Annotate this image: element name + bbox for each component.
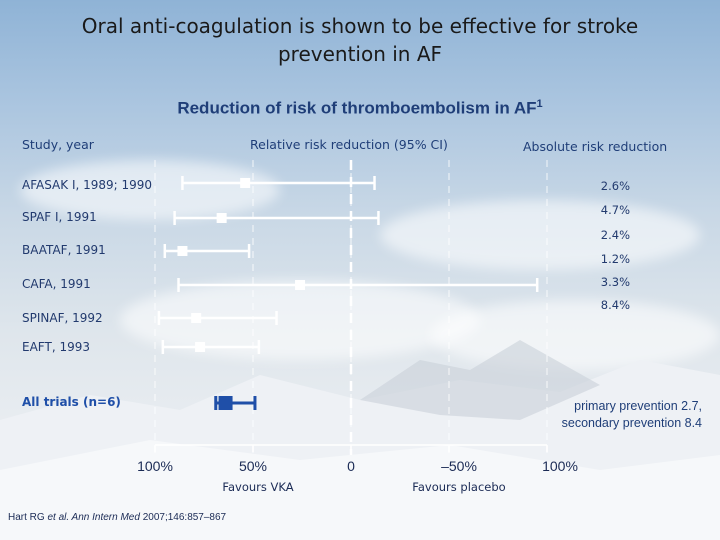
study-label: AFASAK I, 1989; 1990	[22, 178, 153, 192]
cloud	[430, 300, 720, 370]
cloud	[380, 200, 700, 270]
point-estimate	[195, 342, 206, 352]
page-title: Oral anti-coagulation is shown to be eff…	[0, 12, 720, 68]
study-label: SPINAF, 1992	[22, 311, 103, 325]
x-tick-label: 100%	[542, 458, 578, 474]
favours-vka: Favours VKA	[222, 480, 294, 494]
arr-value: 3.3%	[600, 275, 630, 289]
pooled-estimate	[218, 396, 233, 410]
cloud	[20, 160, 280, 220]
header-arr: Absolute risk reduction	[523, 139, 668, 154]
x-tick-label: 100%	[137, 458, 173, 474]
subtitle-text: Reduction of risk of thromboembolism in …	[177, 98, 537, 118]
pooled-note-line: secondary prevention 8.4	[561, 416, 702, 430]
arr-value: 1.2%	[600, 252, 630, 266]
arr-value: 2.4%	[600, 228, 630, 242]
arr-value: 8.4%	[600, 298, 630, 312]
pooled-note-line: primary prevention 2.7,	[574, 399, 702, 413]
citation: Hart RG et al. Ann Intern Med 2007;146:8…	[8, 512, 226, 523]
x-tick-label: –50%	[441, 458, 477, 474]
arr-value: 2.6%	[600, 179, 630, 193]
study-label: SPAF I, 1991	[22, 210, 97, 224]
citation-prefix: Hart RG	[8, 512, 48, 523]
study-label: CAFA, 1991	[22, 277, 91, 291]
study-label: EAFT, 1993	[22, 340, 90, 354]
point-estimate	[191, 313, 202, 323]
point-estimate	[216, 213, 227, 223]
title-line: prevention in AF	[277, 42, 443, 66]
citation-suffix: 2007;146:857–867	[139, 512, 227, 523]
x-tick-label: 0	[347, 458, 355, 474]
chart-subtitle: Reduction of risk of thromboembolism in …	[0, 98, 720, 119]
pooled-label: All trials (n=6)	[22, 395, 121, 409]
subtitle-ref: 1	[536, 98, 543, 110]
citation-journal: et al. Ann Intern Med	[47, 512, 140, 523]
favours-placebo: Favours placebo	[412, 480, 506, 494]
title-line: Oral anti-coagulation is shown to be eff…	[81, 14, 639, 38]
arr-value: 4.7%	[600, 203, 630, 217]
point-estimate	[295, 280, 306, 290]
study-label: BAATAF, 1991	[22, 243, 106, 257]
point-estimate	[177, 246, 188, 256]
x-tick-label: 50%	[238, 458, 268, 474]
header-rrr: Relative risk reduction (95% CI)	[250, 137, 448, 152]
point-estimate	[240, 178, 251, 188]
header-study: Study, year	[22, 137, 94, 152]
pooled-arr-note: primary prevention 2.7, secondary preven…	[522, 398, 702, 432]
